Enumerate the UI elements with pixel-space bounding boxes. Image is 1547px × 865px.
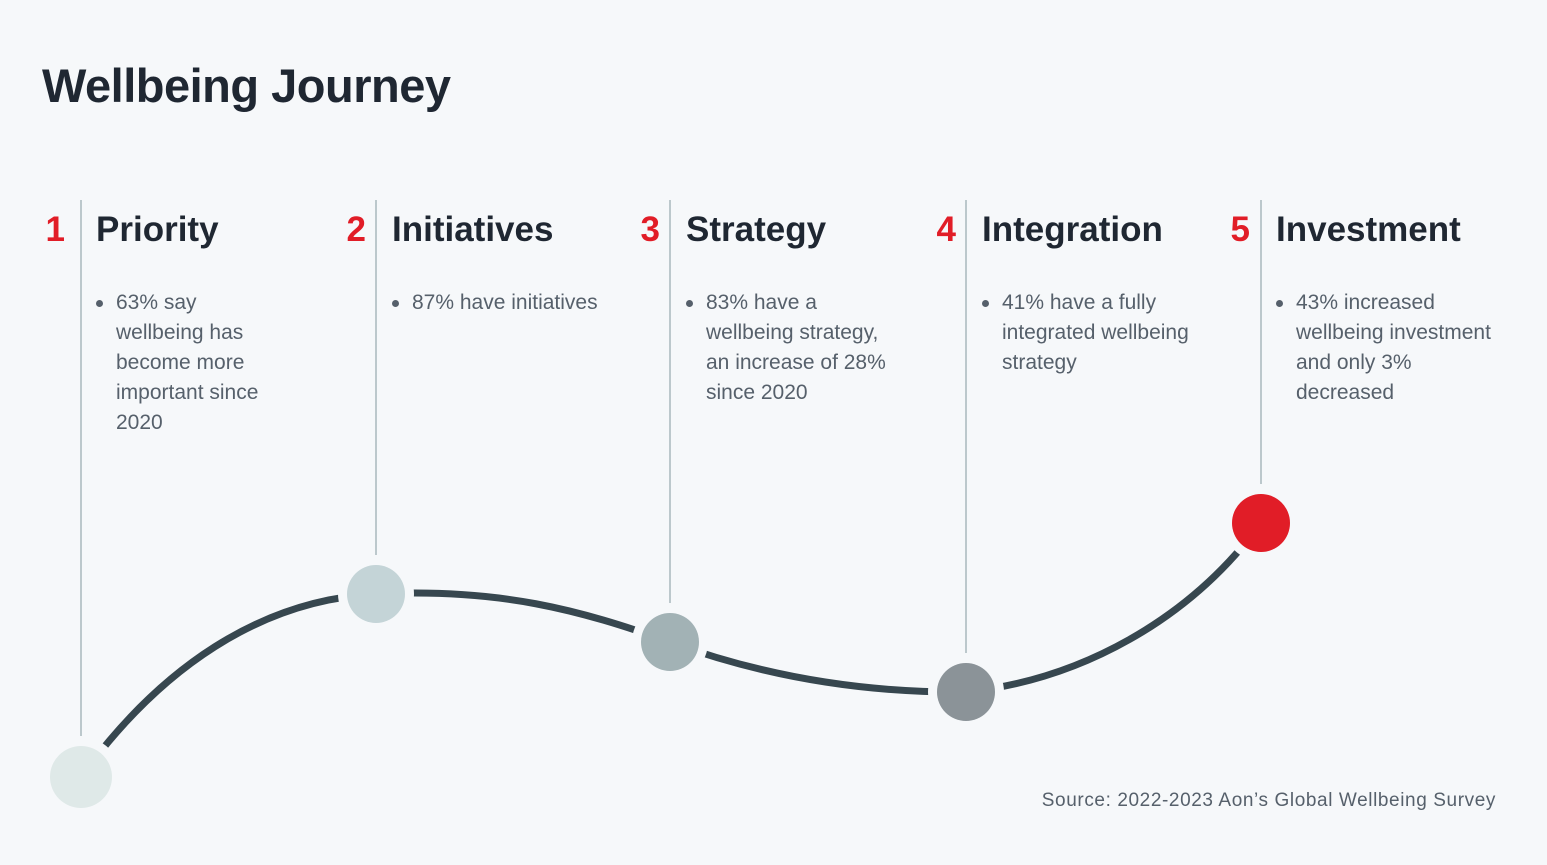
stage-bullet-list: 87% have initiatives [392,288,642,318]
stage-bullet-list: 41% have a fully integrated wellbeing st… [982,288,1192,378]
stage-bullet-list: 83% have a wellbeing strategy, an increa… [686,288,891,408]
stage-bullet-item: 43% increased wellbeing investment and o… [1276,288,1501,408]
stage-node-initiatives [347,565,405,623]
stage-title: Initiatives [392,210,554,249]
stage-bullet-item: 83% have a wellbeing strategy, an increa… [686,288,891,408]
stage-node-priority [50,746,112,808]
stage-nodes [41,485,1299,817]
source-citation: Source: 2022-2023 Aon’s Global Wellbeing… [1041,790,1496,811]
stage-bullet-item: 63% say wellbeing has become more import… [96,288,286,438]
stage-node-integration [937,663,995,721]
stage-title: Integration [982,210,1163,249]
stage-title: Strategy [686,210,827,249]
stage-node-strategy [641,613,699,671]
stage-bullet-list: 63% say wellbeing has become more import… [96,288,286,438]
stage-number: 1 [45,210,65,249]
stage-bullet-list: 43% increased wellbeing investment and o… [1276,288,1501,408]
stage-number: 5 [1230,210,1250,249]
page-title: Wellbeing Journey [42,59,451,112]
stage-dividers [80,200,1262,736]
stage-title: Priority [96,210,219,249]
stage-number: 4 [936,210,956,249]
stage-title: Investment [1276,210,1461,249]
stage-number: 3 [640,210,660,249]
stage-bullet-item: 41% have a fully integrated wellbeing st… [982,288,1192,378]
stage-bullet-item: 87% have initiatives [392,288,642,318]
stage-node-investment [1232,494,1290,552]
stage-number: 2 [346,210,366,249]
